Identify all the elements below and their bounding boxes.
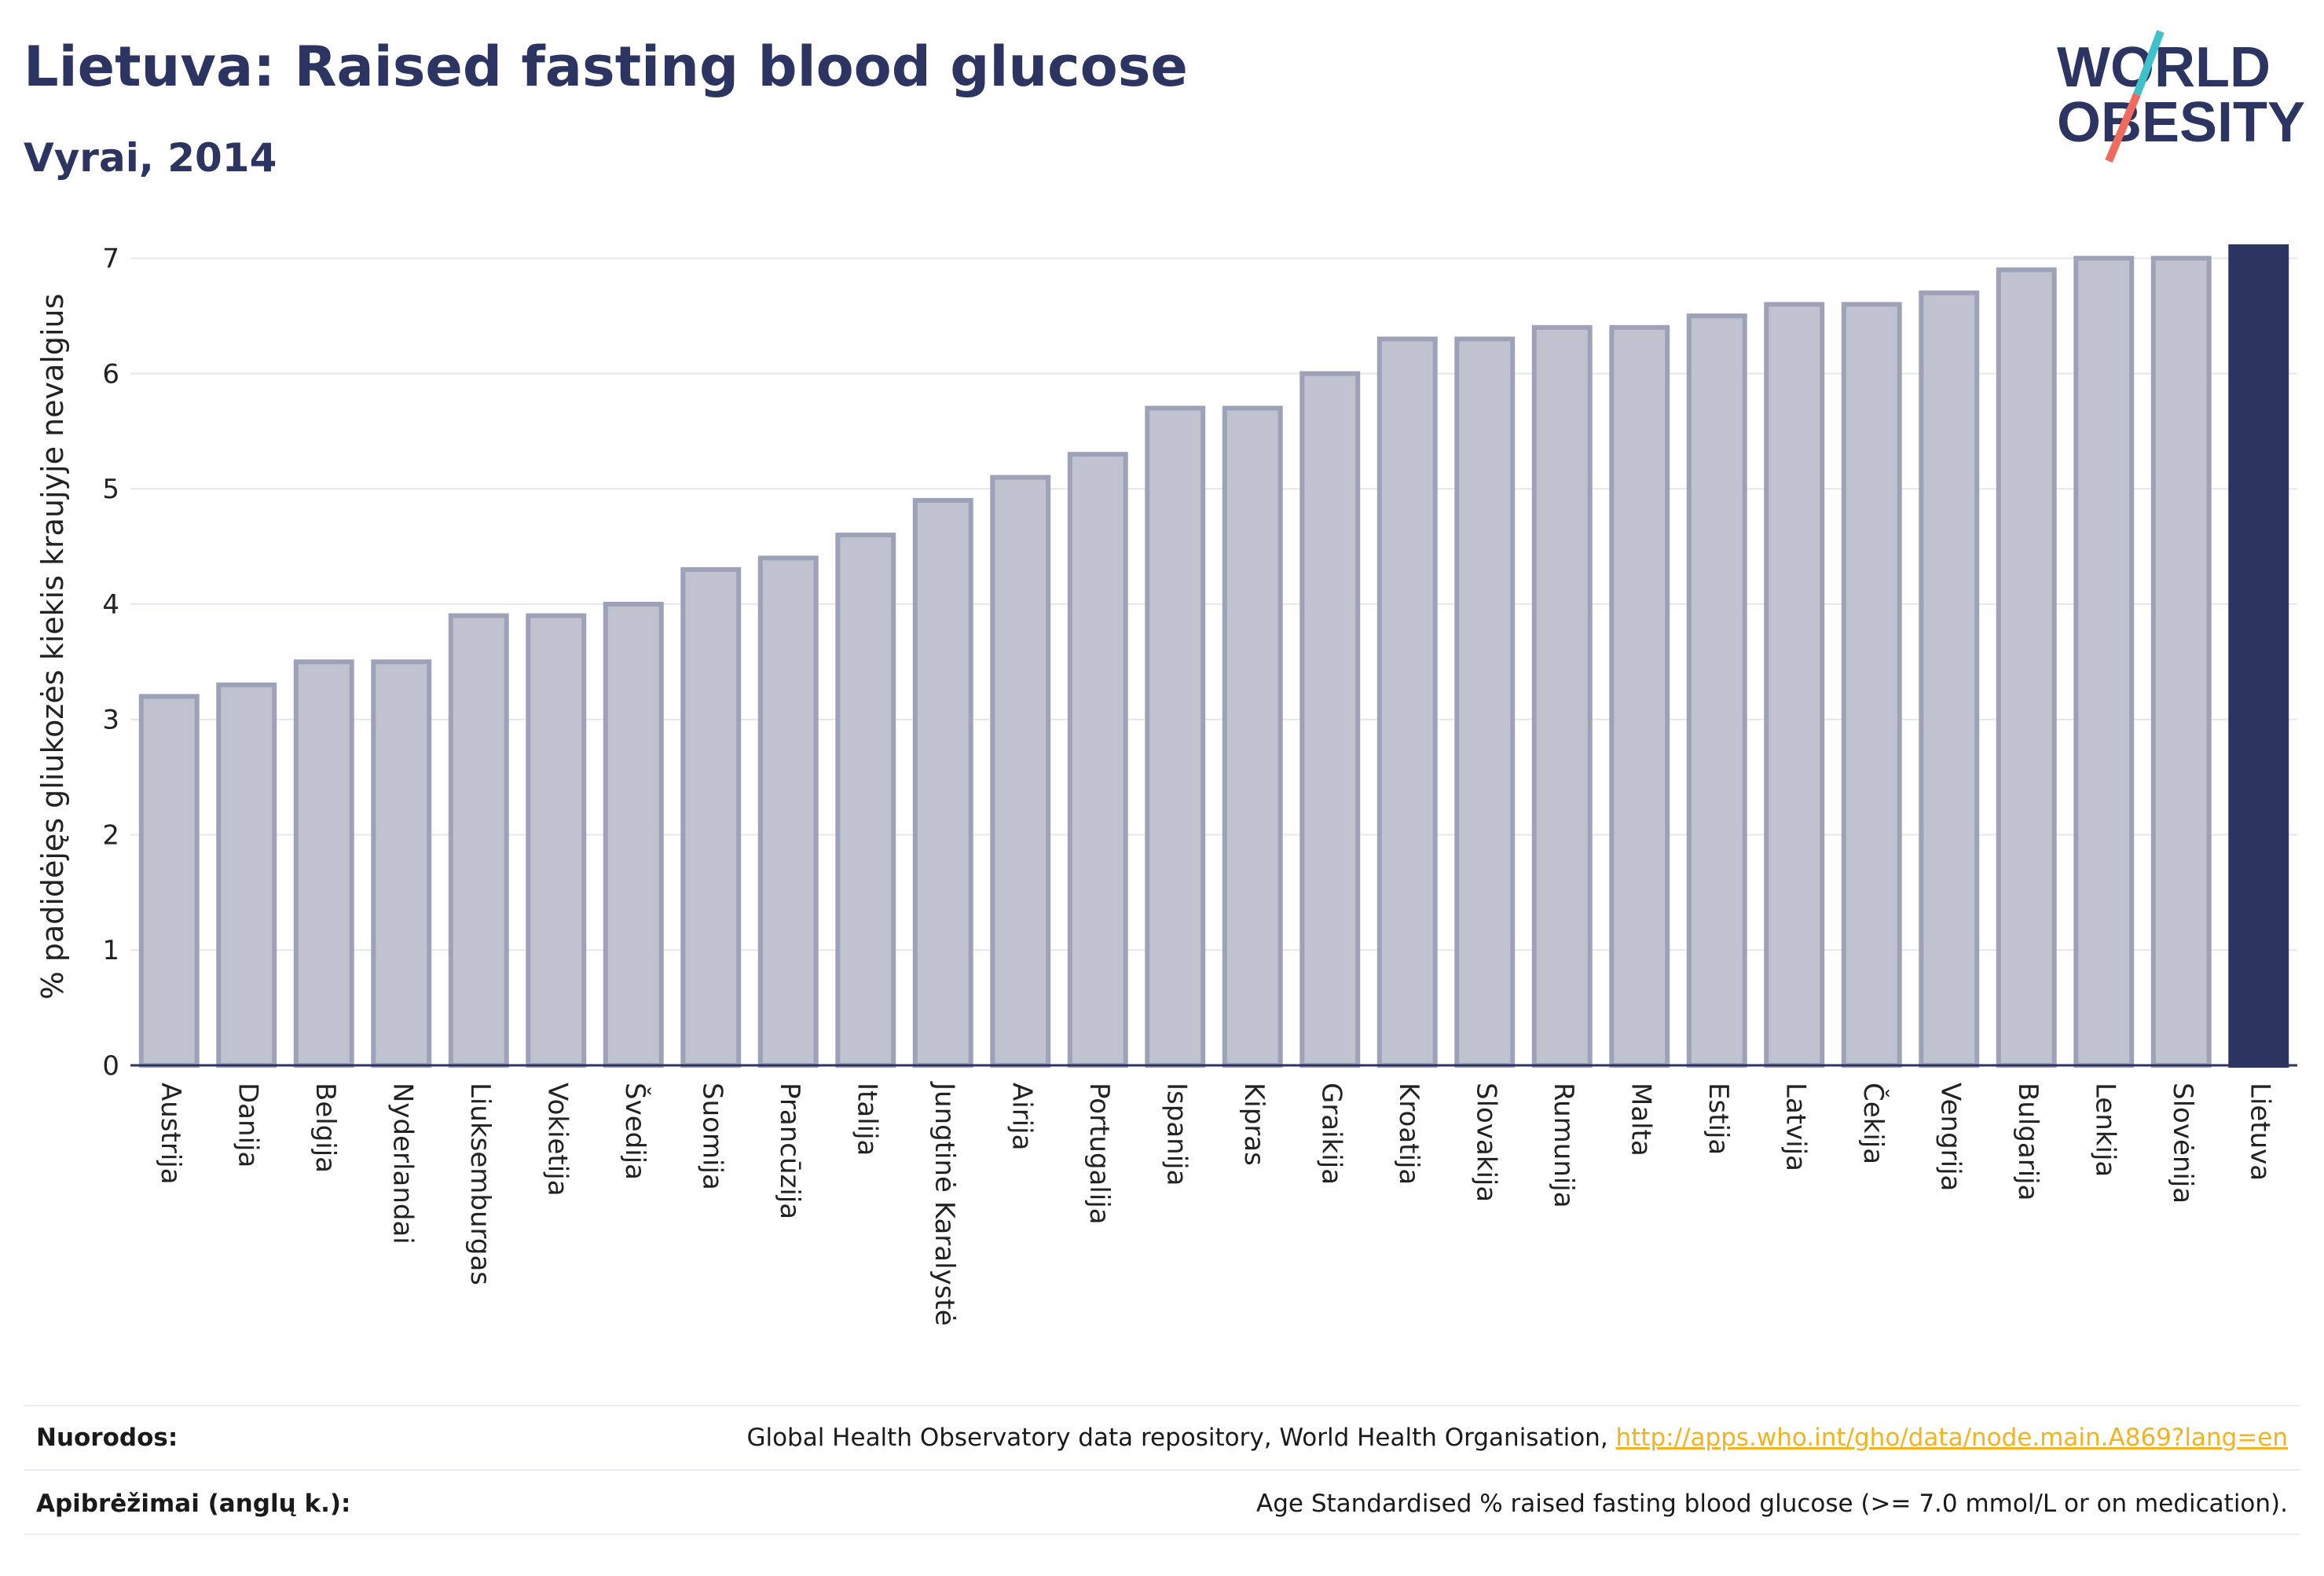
y-tick-label: 7 — [102, 244, 119, 275]
bar-lenkija — [2073, 255, 2135, 1068]
x-tick-label: Malta — [1625, 1083, 1656, 1156]
x-tick-label: Kroatija — [1393, 1083, 1424, 1185]
logo-slash-bottom — [2105, 93, 2141, 163]
x-tick-label: Jungtinė Karalystė — [929, 1081, 960, 1326]
bar-chart: 0 1 2 3 4 5 6 7 % padidėjęs gliukozės kiekis kra… — [35, 244, 2297, 1326]
x-tick-label: Lietuva — [2244, 1083, 2275, 1181]
bar-lietuva — [2228, 244, 2289, 1068]
bar-austrija — [138, 694, 200, 1068]
definitions-value: Age Standardised % raised fasting blood … — [1256, 1490, 2288, 1518]
sources-label: Nuorodos: — [36, 1424, 178, 1452]
bar-suomija — [680, 566, 742, 1068]
x-tick-label: Lenkija — [2089, 1083, 2121, 1177]
x-tick-label: Austrija — [155, 1083, 186, 1185]
x-tick-label: Portugalija — [1083, 1083, 1115, 1225]
x-tick-label: Graikija — [1315, 1083, 1347, 1185]
bar-vengrija — [1919, 290, 1980, 1068]
bar-nyderlandai — [371, 659, 432, 1068]
x-tick-label: Slovakija — [1470, 1083, 1501, 1202]
y-tick-label: 4 — [102, 589, 119, 621]
footer-divider-bottom — [24, 1534, 2300, 1535]
bar-kroatija — [1376, 336, 1438, 1068]
x-tick-label: Rumunija — [1548, 1083, 1579, 1208]
bar-graikija — [1299, 371, 1361, 1068]
logo-slash-top — [2133, 30, 2165, 96]
x-tick-label: Belgija — [310, 1083, 341, 1173]
x-tick-label: Suomija — [696, 1083, 728, 1190]
chart-subtitle: Vyrai, 2014 — [24, 135, 277, 181]
sources-value: Global Health Observatory data repositor… — [746, 1424, 2288, 1452]
x-tick-label: Liuksemburgas — [464, 1083, 496, 1285]
definitions-label: Apibrėžimai (anglų k.): — [36, 1490, 351, 1518]
x-tick-label: Kipras — [1238, 1083, 1270, 1166]
bar-danija — [216, 682, 277, 1068]
x-tick-label: Prancūzija — [774, 1083, 805, 1219]
x-tick-label: Nyderlandai — [387, 1083, 418, 1244]
x-tick-label: Bulgarija — [2012, 1083, 2044, 1200]
y-tick-label: 3 — [102, 705, 119, 736]
x-tick-label: Vokietija — [541, 1083, 573, 1197]
chart-title: Lietuva: Raised fasting blood glucose — [24, 35, 1188, 99]
x-tick-label: Estija — [1703, 1083, 1734, 1155]
footer-divider-middle — [24, 1469, 2300, 1471]
bar-portugalija — [1067, 452, 1128, 1068]
bar-slovakija — [1454, 336, 1516, 1068]
y-tick-label: 5 — [102, 474, 119, 505]
bar-jungtinė-karalystė — [912, 497, 973, 1068]
world-obesity-logo: WORLD OBESITY — [2057, 30, 2305, 163]
y-tick-label: 6 — [102, 358, 119, 390]
y-tick-label: 1 — [102, 935, 119, 966]
x-tick-label: Italija — [851, 1083, 882, 1156]
bar-malta — [1609, 324, 1670, 1068]
logo-line-world: WORLD — [2057, 36, 2271, 99]
bar-latvija — [1764, 302, 1825, 1068]
logo-line-obesity: OBESITY — [2057, 91, 2305, 154]
bar-bulgarija — [1996, 267, 2057, 1068]
bar-italija — [835, 532, 896, 1068]
x-tick-label: Latvija — [1780, 1083, 1811, 1171]
bar-airija — [990, 475, 1051, 1068]
bar-vokietija — [526, 613, 587, 1068]
x-tick-label: Slovėnija — [2167, 1083, 2198, 1204]
footer-divider-top — [24, 1405, 2300, 1406]
x-tick-label: Airija — [1006, 1083, 1037, 1150]
sources-text: Global Health Observatory data repositor… — [746, 1424, 1616, 1452]
x-tick-label: Čekija — [1857, 1083, 1890, 1164]
bar-švedija — [603, 601, 664, 1068]
bar-ispanija — [1145, 405, 1206, 1068]
bar-kipras — [1222, 405, 1283, 1068]
bar-slovėnija — [2150, 255, 2212, 1068]
x-tick-label: Švedija — [619, 1083, 651, 1180]
bar-čekija — [1841, 302, 1902, 1068]
bar-liuksemburgas — [448, 613, 509, 1068]
x-tick-label: Vengrija — [1934, 1083, 1966, 1191]
sources-link[interactable]: http://apps.who.int/gho/data/node.main.A… — [1615, 1424, 2288, 1452]
y-tick-label: 0 — [102, 1050, 119, 1082]
bar-estija — [1686, 313, 1747, 1068]
bar-belgija — [293, 659, 354, 1068]
x-tick-label: Danija — [232, 1083, 263, 1167]
x-tick-label: Ispanija — [1160, 1083, 1192, 1186]
y-tick-label: 2 — [102, 819, 119, 851]
bar-prancūzija — [757, 555, 819, 1068]
y-axis-label: % padidėjęs gliukozės kiekis kraujyje ne… — [35, 294, 70, 1000]
bar-rumunija — [1531, 324, 1593, 1068]
